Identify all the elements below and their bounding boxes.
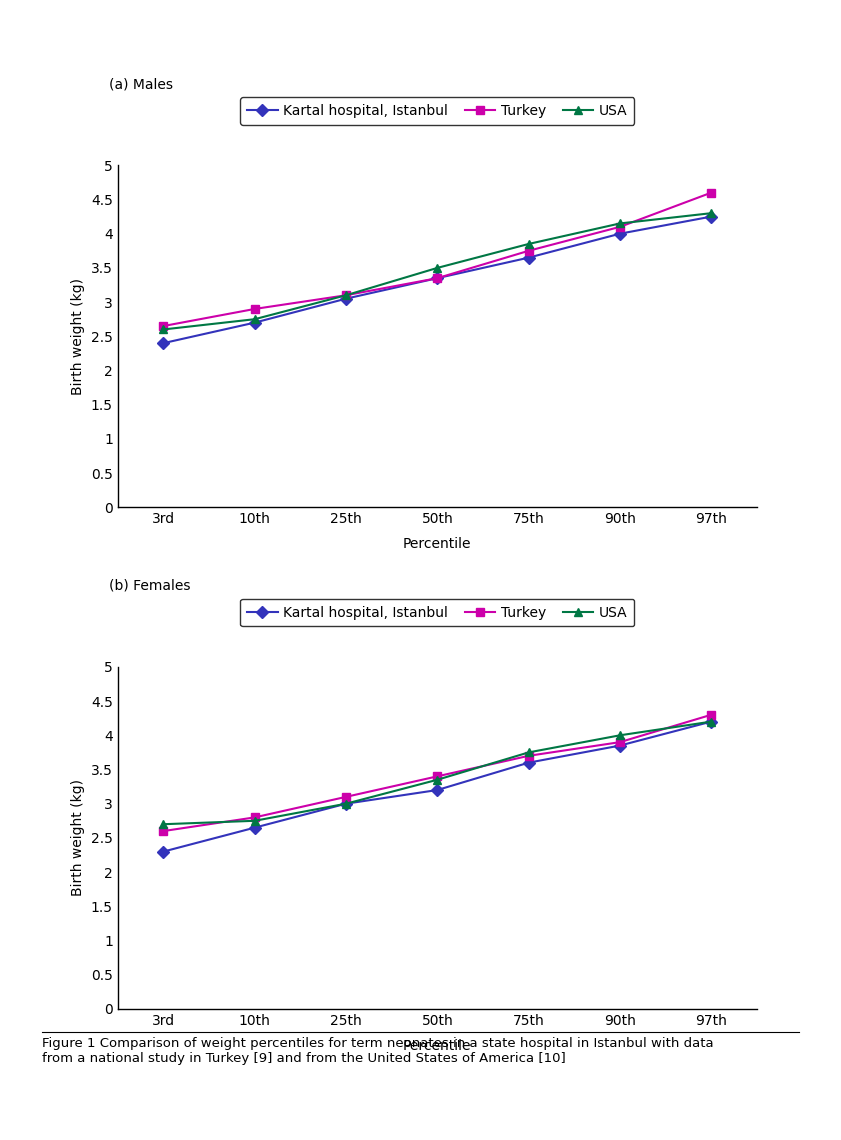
Turkey: [250, 811, 260, 824]
Turkey: [524, 244, 534, 258]
USA: [250, 312, 260, 326]
Kartal hospital, Istanbul: [615, 739, 625, 752]
Kartal hospital, Istanbul: [706, 210, 717, 223]
USA: [158, 817, 168, 831]
USA: [341, 288, 351, 302]
X-axis label: Percentile: Percentile: [403, 1039, 472, 1053]
Legend: Kartal hospital, Istanbul, Turkey, USA: Kartal hospital, Istanbul, Turkey, USA: [241, 97, 634, 125]
Text: (b) Females: (b) Females: [109, 579, 191, 593]
USA: [524, 237, 534, 251]
Turkey: [250, 302, 260, 316]
Line: Turkey: Turkey: [159, 710, 716, 836]
Line: USA: USA: [159, 209, 716, 334]
Turkey: [706, 708, 717, 722]
Turkey: [341, 790, 351, 804]
USA: [706, 715, 717, 728]
Kartal hospital, Istanbul: [706, 715, 717, 728]
Line: USA: USA: [159, 717, 716, 829]
Y-axis label: Birth weight (kg): Birth weight (kg): [71, 278, 85, 394]
Text: Figure 1 Comparison of weight percentiles for term neonates in a state hospital : Figure 1 Comparison of weight percentile…: [42, 1037, 714, 1066]
Kartal hospital, Istanbul: [432, 271, 442, 285]
Kartal hospital, Istanbul: [250, 821, 260, 834]
Text: (a) Males: (a) Males: [109, 78, 173, 91]
USA: [432, 261, 442, 275]
USA: [432, 773, 442, 787]
USA: [341, 797, 351, 811]
Turkey: [615, 220, 625, 234]
Kartal hospital, Istanbul: [341, 797, 351, 811]
USA: [706, 206, 717, 220]
Line: Turkey: Turkey: [159, 188, 716, 331]
Turkey: [341, 288, 351, 302]
USA: [158, 323, 168, 336]
Kartal hospital, Istanbul: [432, 783, 442, 797]
Turkey: [158, 824, 168, 838]
X-axis label: Percentile: Percentile: [403, 537, 472, 552]
Turkey: [615, 735, 625, 749]
USA: [615, 728, 625, 742]
Kartal hospital, Istanbul: [524, 251, 534, 264]
Legend: Kartal hospital, Istanbul, Turkey, USA: Kartal hospital, Istanbul, Turkey, USA: [241, 598, 634, 627]
Line: Kartal hospital, Istanbul: Kartal hospital, Istanbul: [159, 717, 716, 856]
Kartal hospital, Istanbul: [158, 336, 168, 350]
Kartal hospital, Istanbul: [341, 292, 351, 306]
USA: [615, 217, 625, 230]
Turkey: [158, 319, 168, 333]
Line: Kartal hospital, Istanbul: Kartal hospital, Istanbul: [159, 212, 716, 348]
USA: [524, 746, 534, 759]
Y-axis label: Birth weight (kg): Birth weight (kg): [71, 780, 85, 896]
Kartal hospital, Istanbul: [524, 756, 534, 770]
Kartal hospital, Istanbul: [615, 227, 625, 241]
Kartal hospital, Istanbul: [158, 845, 168, 858]
Turkey: [432, 271, 442, 285]
Turkey: [524, 749, 534, 763]
USA: [250, 814, 260, 828]
Turkey: [432, 770, 442, 783]
Turkey: [706, 186, 717, 199]
Kartal hospital, Istanbul: [250, 316, 260, 329]
